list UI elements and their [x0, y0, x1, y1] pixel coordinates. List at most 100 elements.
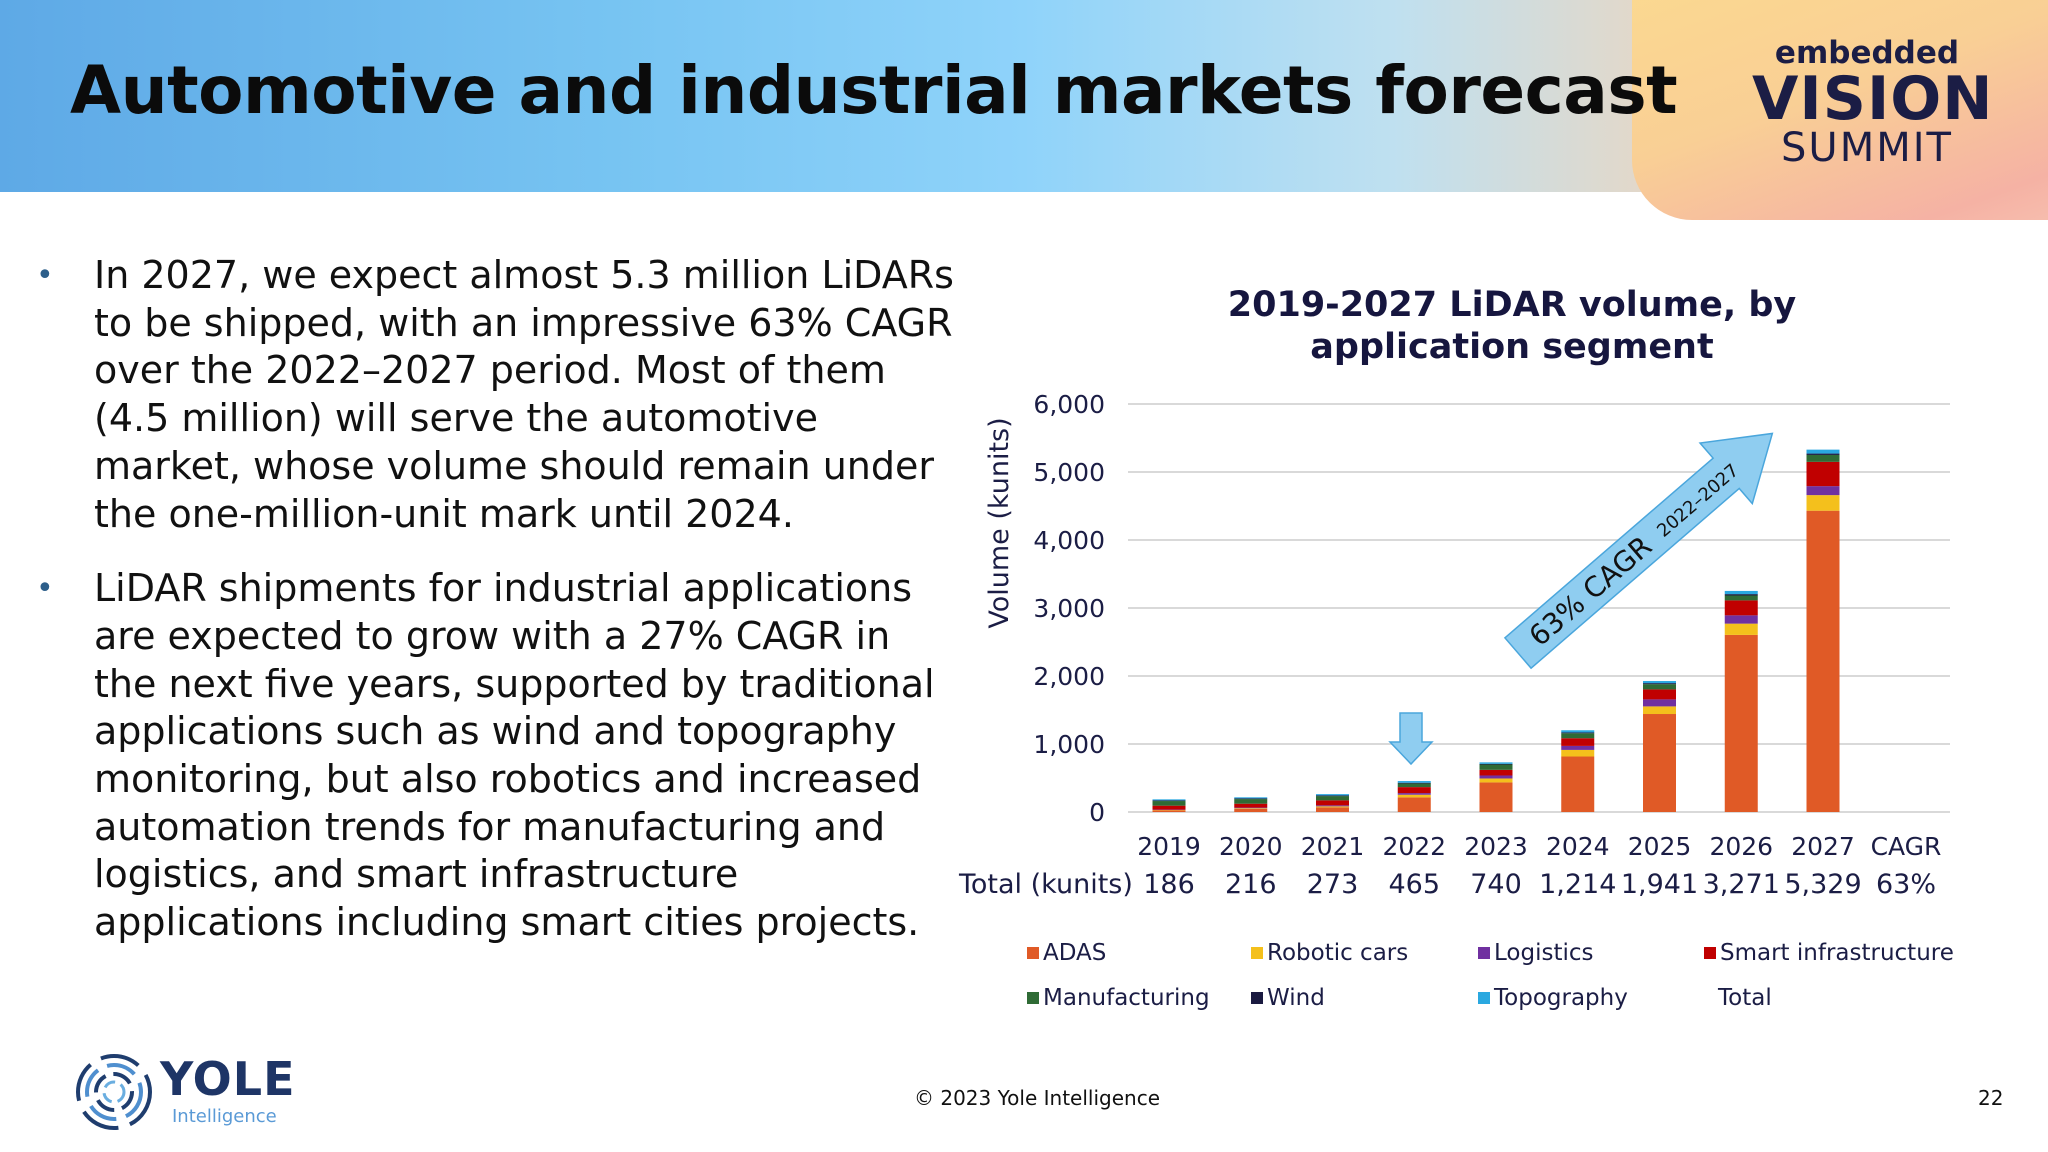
x-tick-label: 2020	[1219, 832, 1283, 861]
yole-logo-sub: Intelligence	[172, 1106, 277, 1127]
logo-line-3: SUMMIT	[1781, 125, 1953, 171]
svg-text:63% CAGR 2022–2027: 63% CAGR 2022–2027	[1523, 454, 1746, 653]
bar-segment-topography	[1479, 762, 1513, 764]
bar-segment-wind	[1561, 732, 1595, 734]
bar-segment-topography	[1397, 781, 1431, 783]
bar-segment-adas	[1479, 782, 1513, 812]
bar-segment-smart-infrastructure	[1643, 689, 1676, 700]
bar-segment-wind	[1479, 763, 1513, 765]
bar-segment-smart-infrastructure	[1316, 800, 1349, 806]
bullet-text: In 2027, we expect almost 5.3 million Li…	[94, 253, 954, 536]
bullet-icon: •	[36, 258, 54, 293]
y-tick-label: 1,000	[1033, 730, 1105, 759]
bar-segment-manufacturing	[1643, 684, 1676, 690]
bar-segment-wind	[1152, 800, 1186, 802]
bar-segment-robotic-cars	[1234, 808, 1268, 809]
x-tick-label: 2025	[1628, 832, 1692, 861]
legend-item: Logistics	[1478, 940, 1594, 966]
legend-label: ADAS	[1043, 940, 1107, 966]
y-tick-label: 5,000	[1033, 458, 1105, 487]
legend-item: Total	[1718, 985, 1772, 1011]
bar-segment-manufacturing	[1806, 454, 1840, 462]
bar-segment-manufacturing	[1234, 799, 1268, 804]
total-value: 186	[1143, 869, 1195, 900]
bar-segment-logistics	[1316, 805, 1349, 807]
bar-segment-robotic-cars	[1724, 623, 1758, 635]
total-value: 1,941	[1621, 869, 1698, 900]
embedded-vision-summit-logo: embedded VISION SUMMIT	[1752, 35, 1993, 171]
x-tick-label: 2026	[1709, 832, 1773, 861]
bar-segment-adas	[1561, 756, 1595, 812]
header-decoration	[1632, 0, 2048, 220]
bar-segment-adas	[1234, 808, 1268, 812]
bar-segment-adas	[1152, 810, 1186, 812]
bar-segment-wind	[1316, 795, 1349, 797]
total-value: 273	[1307, 869, 1359, 900]
cagr-arrow-label: 63% CAGR	[1523, 529, 1658, 652]
bar-segment-logistics	[1234, 807, 1268, 809]
bar-segment-manufacturing	[1561, 733, 1595, 739]
copyright: © 2023 Yole Intelligence	[914, 1086, 1160, 1110]
bar-segment-manufacturing	[1479, 764, 1513, 770]
y-tick-label: 0	[1089, 798, 1105, 827]
bar-segment-wind	[1643, 683, 1676, 685]
x-tick-label: 2022	[1382, 832, 1446, 861]
bar-segment-adas	[1316, 807, 1349, 812]
totals-row-label: Total (kunits)	[958, 869, 1133, 900]
bar-segment-smart-infrastructure	[1397, 787, 1431, 794]
legend-swatch	[1478, 947, 1490, 959]
bar-segment-logistics	[1479, 775, 1513, 779]
legend-item: Topography	[1478, 985, 1628, 1011]
bar-segment-manufacturing	[1316, 796, 1349, 801]
highlight-down-arrow-icon	[1388, 712, 1434, 766]
page-number: 22	[1978, 1086, 2004, 1110]
bar-segment-topography	[1561, 730, 1595, 733]
bar-segment-smart-infrastructure	[1479, 769, 1513, 776]
bar-segment-manufacturing	[1724, 595, 1758, 601]
y-tick-label: 6,000	[1033, 390, 1105, 419]
yole-logo-rings-icon	[76, 1054, 152, 1130]
cagr-arrow-icon	[1503, 432, 1774, 670]
total-value: 3,271	[1703, 869, 1780, 900]
bar-segment-wind	[1397, 782, 1431, 784]
legend-label: Robotic cars	[1267, 940, 1409, 966]
legend-swatch	[1027, 992, 1039, 1004]
bar-segment-wind	[1724, 594, 1758, 596]
bar-segment-robotic-cars	[1479, 778, 1513, 783]
bullet-icon: •	[36, 571, 54, 607]
y-axis-label: Volume (kunits)	[984, 417, 1015, 628]
bar-segment-topography	[1234, 797, 1268, 799]
legend-label: Manufacturing	[1043, 985, 1210, 1011]
legend-item: Smart infrastructure	[1704, 940, 1954, 966]
logo-line-1: embedded	[1774, 35, 1960, 71]
legend-item: Robotic cars	[1251, 940, 1408, 966]
bar-segment-manufacturing	[1152, 801, 1186, 806]
x-tick-label: 2024	[1546, 832, 1610, 861]
bullet-text: LiDAR shipments for industrial applicati…	[94, 566, 935, 945]
bar-segment-robotic-cars	[1397, 794, 1431, 798]
bar-segment-topography	[1724, 590, 1758, 595]
bars	[1152, 449, 1840, 812]
legend-swatch	[1478, 992, 1490, 1004]
x-tick-label: 2019	[1137, 832, 1201, 861]
legend-label: Wind	[1267, 985, 1325, 1011]
bar-segment-robotic-cars	[1316, 806, 1349, 808]
total-value: 216	[1225, 869, 1277, 900]
total-value: 1,214	[1539, 869, 1616, 900]
y-tick-label: 2,000	[1033, 662, 1105, 691]
bar-segment-adas	[1806, 510, 1840, 812]
header-banner: Automotive and industrial markets foreca…	[0, 0, 2048, 220]
bar-segment-topography	[1316, 794, 1349, 796]
legend-swatch	[1704, 947, 1716, 959]
yole-logo-name: YOLE	[160, 1052, 296, 1106]
bar-segment-logistics	[1806, 486, 1840, 496]
bar-segment-adas	[1724, 634, 1758, 812]
bar-segment-topography	[1152, 799, 1186, 801]
cagr-header: CAGR	[1871, 832, 1942, 861]
bar-segment-wind	[1806, 453, 1840, 455]
legend-swatch	[1251, 992, 1263, 1004]
bar-segment-logistics	[1397, 793, 1431, 795]
bar-segment-wind	[1234, 798, 1268, 800]
cagr-value: 63%	[1876, 869, 1936, 900]
bar-segment-robotic-cars	[1643, 706, 1676, 715]
